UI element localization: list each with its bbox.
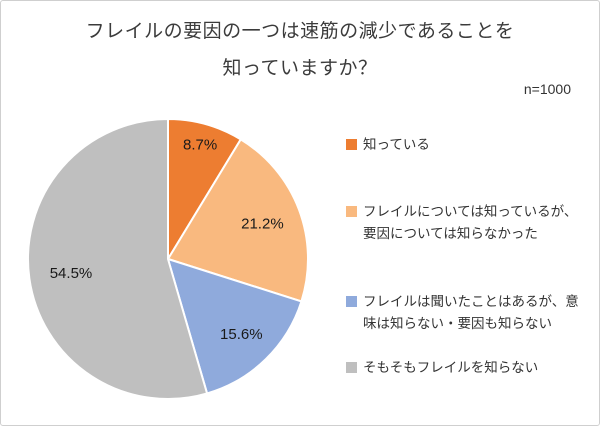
pie-slice-3 [27,117,209,400]
legend-label: そもそもフレイルを知らない [363,360,539,375]
legend-label: フレイルについては知っているが、要因については知らなかった [363,204,578,241]
pie-slice-label-1: 21.2% [241,216,284,233]
pie-slice-1 [166,138,309,303]
legend-label: フレイルは聞いたことはあるが、意味は知らない・要因も知らない [363,294,579,331]
sample-size-label: n=1000 [523,81,571,97]
chart-title: フレイルの要因の一つは速筋の減少であることを 知っていますか？ [1,13,599,87]
legend-item-knows-frailty-not-cause: フレイルについては知っているが、要因については知らなかった [346,201,584,244]
chart-title-line-1: フレイルの要因の一つは速筋の減少であることを [85,21,515,42]
pie-slice-2 [166,257,303,395]
legend-swatch-blue [346,296,357,307]
legend-item-does-not-know: そもそもフレイルを知らない [346,357,538,379]
legend-swatch-orange [346,139,357,150]
chart-title-line-2: 知っていますか？ [222,58,378,79]
pie-slice-label-3: 54.5% [50,265,93,282]
pie-slice-label-0: 8.7% [183,136,217,153]
legend-swatch-gray [346,362,357,373]
pie-slice-label-2: 15.6% [220,326,263,343]
legend-item-knows: 知っている [346,134,430,156]
pie-chart: 8.7% 21.2% 15.6% 54.5% [27,117,309,400]
legend-item-heard-only: フレイルは聞いたことはあるが、意味は知らない・要因も知らない [346,291,584,334]
legend-label: 知っている [363,137,430,152]
legend-swatch-peach [346,206,357,217]
chart-legend: 知っている フレイルについては知っているが、要因については知らなかった フレイル… [346,1,584,425]
